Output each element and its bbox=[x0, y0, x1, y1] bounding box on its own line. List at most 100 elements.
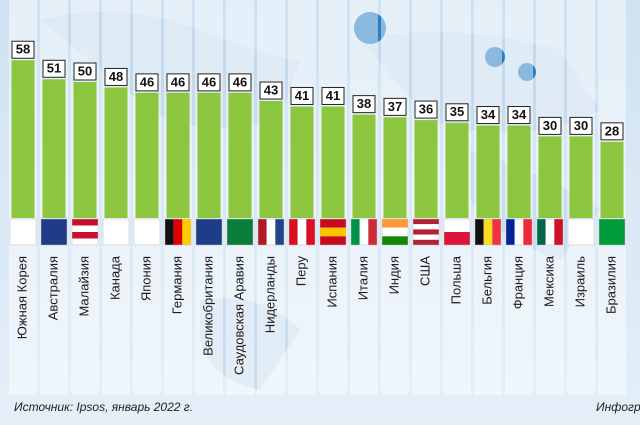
flag bbox=[523, 219, 532, 245]
value-box bbox=[166, 73, 190, 92]
flag bbox=[413, 219, 439, 225]
value-label: 35 bbox=[450, 104, 464, 119]
bar bbox=[42, 79, 66, 218]
value-label: 34 bbox=[481, 107, 496, 122]
flag-border bbox=[505, 218, 533, 246]
flag bbox=[413, 229, 439, 235]
flag-border bbox=[40, 218, 68, 246]
value-label: 37 bbox=[388, 99, 402, 114]
bar bbox=[538, 136, 562, 218]
flag bbox=[196, 219, 222, 245]
flag bbox=[266, 219, 276, 245]
value-label: 36 bbox=[419, 102, 433, 117]
value-label: 51 bbox=[47, 61, 61, 76]
bar bbox=[290, 106, 314, 218]
value-label: 38 bbox=[357, 96, 371, 111]
value-label: 43 bbox=[264, 82, 278, 97]
value-box bbox=[197, 73, 221, 92]
source: Источник: Ipsos, январь 2022 г. bbox=[14, 400, 193, 414]
flag bbox=[475, 219, 484, 245]
bar bbox=[476, 125, 500, 218]
flag-border bbox=[102, 218, 130, 246]
bar bbox=[73, 82, 97, 218]
value-label: 50 bbox=[78, 63, 92, 78]
value-box bbox=[352, 95, 376, 114]
flag bbox=[297, 219, 307, 245]
flag bbox=[173, 219, 183, 245]
bar bbox=[600, 141, 624, 218]
flag bbox=[351, 219, 360, 245]
value-box bbox=[383, 97, 407, 116]
flag bbox=[382, 236, 408, 245]
flag-border bbox=[133, 218, 161, 246]
flag-border bbox=[536, 218, 564, 246]
bar bbox=[104, 87, 128, 218]
category-label: Нидерланды bbox=[262, 256, 277, 333]
category-label: Мексика bbox=[541, 255, 556, 307]
value-label: 30 bbox=[543, 118, 557, 133]
flag bbox=[492, 219, 501, 245]
value-label: 41 bbox=[326, 88, 340, 103]
category-label: Бельгия bbox=[479, 256, 494, 305]
flag bbox=[483, 219, 493, 245]
value-label: 28 bbox=[605, 123, 619, 138]
flag bbox=[306, 219, 315, 245]
flag bbox=[72, 238, 98, 245]
flag bbox=[537, 219, 546, 245]
value-box bbox=[104, 67, 128, 86]
flag bbox=[320, 227, 346, 237]
flag bbox=[545, 219, 555, 245]
bar bbox=[321, 106, 345, 218]
flag bbox=[275, 219, 284, 245]
flag-border bbox=[288, 218, 316, 246]
category-label: Франция bbox=[510, 256, 525, 309]
flag bbox=[10, 219, 36, 245]
category-label: Австралия bbox=[45, 256, 60, 320]
flag-border bbox=[412, 218, 440, 246]
flag bbox=[41, 219, 67, 245]
value-box bbox=[73, 62, 97, 81]
virus-icon bbox=[354, 12, 386, 44]
category-label: Канада bbox=[107, 255, 122, 300]
flag-border bbox=[71, 218, 99, 246]
bar bbox=[166, 92, 190, 218]
value-box bbox=[42, 59, 66, 78]
category-label: Германия bbox=[169, 256, 184, 314]
flag bbox=[134, 219, 160, 245]
category-label: Испания bbox=[324, 256, 339, 308]
category-label: Бразилия bbox=[603, 256, 618, 314]
flag bbox=[599, 219, 625, 245]
flag bbox=[514, 219, 524, 245]
flag bbox=[444, 232, 470, 245]
flag-border bbox=[164, 218, 192, 246]
bar bbox=[445, 122, 469, 218]
flag-border bbox=[381, 218, 409, 246]
flag bbox=[359, 219, 369, 245]
value-label: 41 bbox=[295, 88, 309, 103]
value-box bbox=[259, 81, 283, 100]
flag-border bbox=[257, 218, 285, 246]
value-box bbox=[228, 73, 252, 92]
flag bbox=[368, 219, 377, 245]
category-label: США bbox=[417, 256, 432, 286]
flag bbox=[227, 219, 253, 245]
value-label: 46 bbox=[140, 74, 154, 89]
value-label: 46 bbox=[171, 74, 185, 89]
value-box bbox=[414, 100, 438, 119]
value-box bbox=[11, 40, 35, 59]
flag bbox=[72, 225, 98, 232]
credit: Инфогр bbox=[596, 400, 640, 414]
flag bbox=[413, 239, 439, 245]
value-box bbox=[538, 116, 562, 135]
virus-icon bbox=[518, 63, 536, 81]
value-label: 46 bbox=[233, 74, 247, 89]
flag bbox=[320, 219, 346, 228]
bar bbox=[569, 136, 593, 218]
value-box bbox=[135, 73, 159, 92]
category-label: Индия bbox=[386, 256, 401, 294]
flag bbox=[72, 219, 98, 226]
flag bbox=[444, 219, 470, 232]
value-box bbox=[476, 106, 500, 125]
flag-border bbox=[226, 218, 254, 246]
bar bbox=[135, 92, 159, 218]
